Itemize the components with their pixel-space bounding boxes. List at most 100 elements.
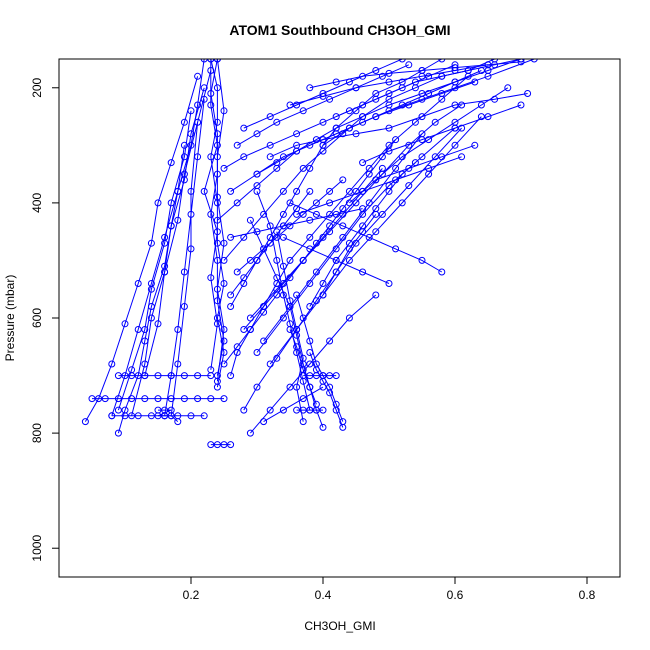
data-point	[293, 383, 301, 391]
series-line	[250, 104, 462, 319]
data-point	[378, 72, 386, 80]
data-point	[365, 199, 373, 207]
data-point	[187, 245, 195, 253]
data-point	[326, 95, 334, 103]
data-point	[154, 320, 162, 328]
data-point	[326, 389, 334, 397]
data-point	[213, 141, 221, 149]
series-line	[230, 191, 311, 296]
data-point	[114, 429, 122, 437]
data-point	[194, 395, 202, 403]
data-point	[451, 78, 459, 86]
data-point	[458, 101, 466, 109]
data-point	[266, 239, 274, 247]
data-point	[200, 187, 208, 195]
data-point	[213, 153, 221, 161]
data-point	[359, 118, 367, 126]
data-point	[411, 78, 419, 86]
data-point	[266, 141, 274, 149]
data-point	[438, 268, 446, 276]
y-tick-label: 600	[30, 308, 44, 328]
data-point	[167, 372, 175, 380]
data-point	[438, 153, 446, 161]
series-line	[289, 202, 443, 273]
data-point	[253, 256, 261, 264]
data-point	[319, 383, 327, 391]
data-point	[207, 372, 215, 380]
data-point	[345, 187, 353, 195]
data-point	[233, 199, 241, 207]
data-point	[220, 164, 228, 172]
data-point	[266, 406, 274, 414]
data-point	[213, 377, 221, 385]
x-tick-label: 0.8	[579, 588, 596, 602]
data-point	[405, 61, 413, 69]
data-point	[200, 84, 208, 92]
data-point	[174, 216, 182, 224]
data-point	[418, 136, 426, 144]
data-point	[220, 337, 228, 345]
data-point	[101, 395, 109, 403]
data-point	[385, 69, 393, 77]
data-point	[227, 233, 235, 241]
series-line	[256, 81, 475, 175]
y-tick-label: 200	[30, 77, 44, 97]
series-line	[289, 329, 317, 405]
series-line	[362, 104, 522, 164]
data-point	[418, 256, 426, 264]
y-tick-label: 1000	[30, 535, 44, 562]
data-point	[385, 147, 393, 155]
data-point	[365, 233, 373, 241]
data-point	[398, 84, 406, 92]
data-point	[134, 326, 142, 333]
series-45	[227, 72, 472, 380]
series-line	[256, 191, 311, 411]
data-point	[207, 441, 215, 449]
series-56	[299, 372, 340, 380]
data-point	[220, 107, 228, 115]
data-point	[220, 395, 228, 403]
data-point	[418, 72, 426, 80]
data-point	[180, 153, 188, 161]
data-point	[359, 228, 367, 236]
data-point	[312, 406, 320, 414]
series-7	[128, 84, 208, 420]
data-point	[306, 233, 314, 241]
series-line	[309, 352, 344, 428]
series-52	[286, 61, 492, 109]
data-point	[141, 372, 149, 380]
data-point	[372, 228, 380, 236]
series-53	[359, 101, 525, 167]
series-line	[203, 59, 218, 370]
data-point	[286, 303, 294, 310]
data-point	[200, 59, 208, 63]
data-point	[260, 210, 268, 218]
data-point	[141, 395, 149, 403]
data-point	[147, 280, 155, 287]
data-point	[128, 395, 136, 403]
data-point	[451, 141, 459, 149]
data-point	[227, 441, 235, 449]
data-point	[306, 164, 314, 172]
data-point	[385, 187, 393, 195]
series-line	[263, 386, 324, 423]
series-21	[306, 349, 347, 431]
data-point	[114, 406, 122, 414]
data-point	[306, 337, 314, 345]
series-layer	[81, 59, 538, 449]
data-point	[352, 199, 360, 207]
data-point	[220, 326, 228, 333]
data-point	[213, 216, 221, 224]
data-point	[266, 153, 274, 161]
y-axis: 200 400 600 800 1000	[30, 77, 59, 562]
data-point	[161, 412, 169, 420]
data-point	[524, 90, 532, 97]
data-point	[213, 118, 221, 126]
data-point	[128, 372, 136, 380]
data-point	[147, 412, 155, 420]
data-point	[398, 199, 406, 207]
series-line	[296, 156, 462, 215]
data-point	[293, 130, 301, 138]
series-34	[286, 199, 446, 276]
data-point	[504, 84, 512, 92]
